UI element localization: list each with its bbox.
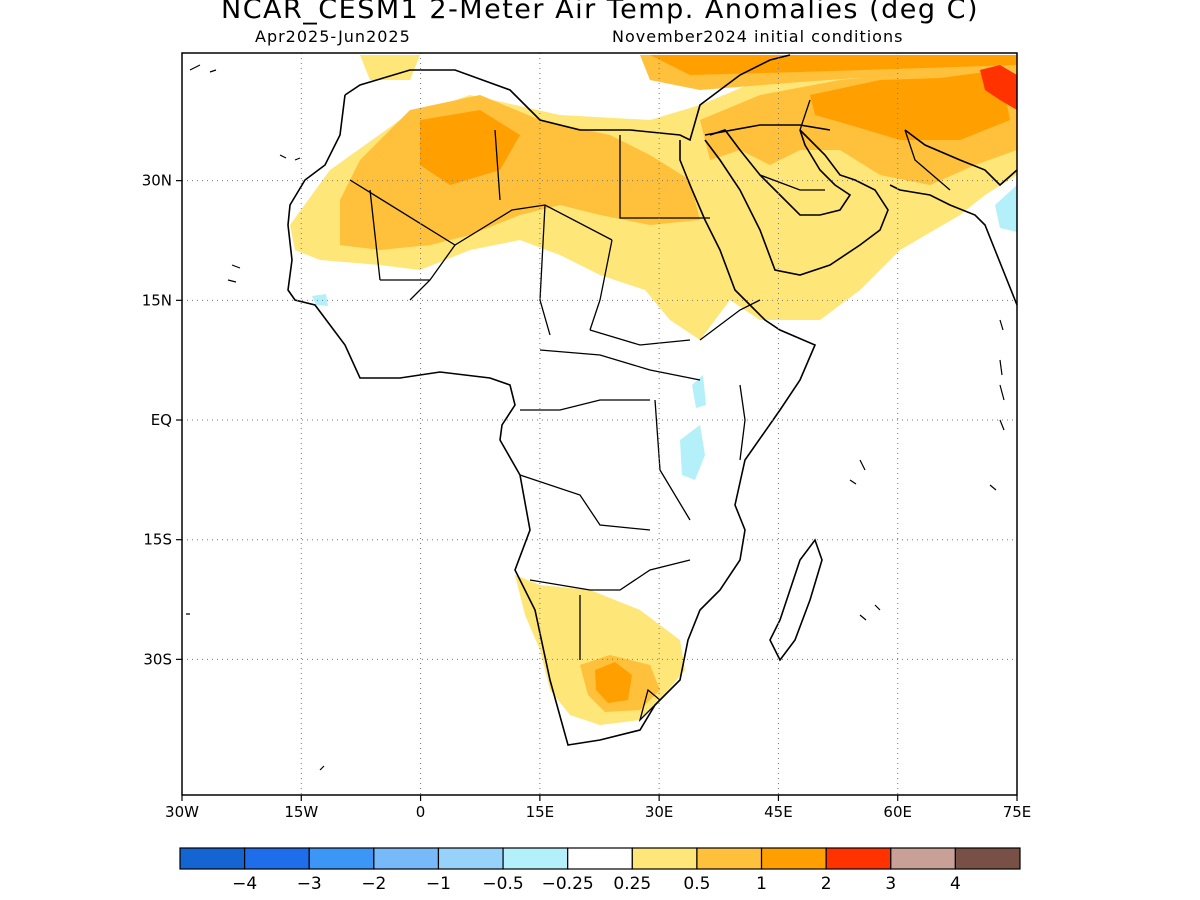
chart-title: NCAR_CESM1 2-Meter Air Temp. Anomalies (… <box>221 0 979 25</box>
colorbar-swatch <box>437 847 504 870</box>
colorbar-label: −4 <box>232 874 257 894</box>
initial-conditions: November2024 initial conditions <box>612 27 904 46</box>
colorbar-label: −1 <box>426 874 451 894</box>
lon-tick-label: 15E <box>526 803 555 821</box>
lat-tick-label: EQ <box>151 411 172 429</box>
colorbar-swatch <box>567 847 633 870</box>
map-frame <box>181 52 1018 796</box>
colorbar-swatch <box>890 847 956 870</box>
colorbar-label: −2 <box>361 874 386 894</box>
lon-tick-label: 15W <box>284 803 318 821</box>
latitude-axis: 30N 15N EQ 15S 30S <box>142 172 182 668</box>
colorbar-label: 2 <box>821 874 832 894</box>
colorbar-swatch <box>760 847 827 870</box>
longitude-axis: 30W 15W 0 15E 30E 45E 60E 75E <box>165 795 1031 821</box>
colorbar-label: 0.25 <box>613 874 651 894</box>
colorbar-swatch <box>308 847 375 870</box>
colorbar-swatch <box>244 847 310 870</box>
colorbar-swatch <box>954 847 1021 870</box>
colorbar-label: −3 <box>297 874 322 894</box>
colorbar-swatch <box>696 847 763 870</box>
lat-tick-label: 30N <box>142 172 172 190</box>
graticule <box>182 53 1017 795</box>
islands <box>186 64 1005 771</box>
lat-tick-label: 15N <box>142 291 172 309</box>
colorbar-swatch <box>825 847 892 870</box>
lon-tick-label: 75E <box>1003 803 1032 821</box>
colorbar-label: −0.25 <box>542 874 594 894</box>
lat-tick-label: 30S <box>143 650 172 668</box>
anomaly-shading <box>290 55 1017 725</box>
colorbar-label: 4 <box>950 874 961 894</box>
colorbar-label: 1 <box>756 874 767 894</box>
coastline <box>287 54 1017 746</box>
lon-tick-label: 30W <box>165 803 199 821</box>
lat-tick-label: 15S <box>143 531 172 549</box>
colorbar-label: −0.5 <box>482 874 523 894</box>
forecast-period: Apr2025-Jun2025 <box>255 27 411 46</box>
colorbar-swatch <box>179 847 246 870</box>
colorbar: −4 −3 −2 −1 −0.5 −0.25 0.25 0.5 1 2 3 4 <box>179 847 1021 894</box>
lon-tick-label: 45E <box>764 803 793 821</box>
colorbar-label: 3 <box>885 874 896 894</box>
lon-tick-label: 0 <box>416 803 426 821</box>
lon-tick-label: 60E <box>883 803 912 821</box>
map-layer <box>186 54 1017 771</box>
lon-tick-label: 30E <box>645 803 674 821</box>
colorbar-swatch <box>502 847 569 870</box>
colorbar-label: 0.5 <box>683 874 710 894</box>
colorbar-swatch <box>631 847 698 870</box>
country-borders <box>349 99 951 723</box>
colorbar-swatch <box>373 847 440 870</box>
